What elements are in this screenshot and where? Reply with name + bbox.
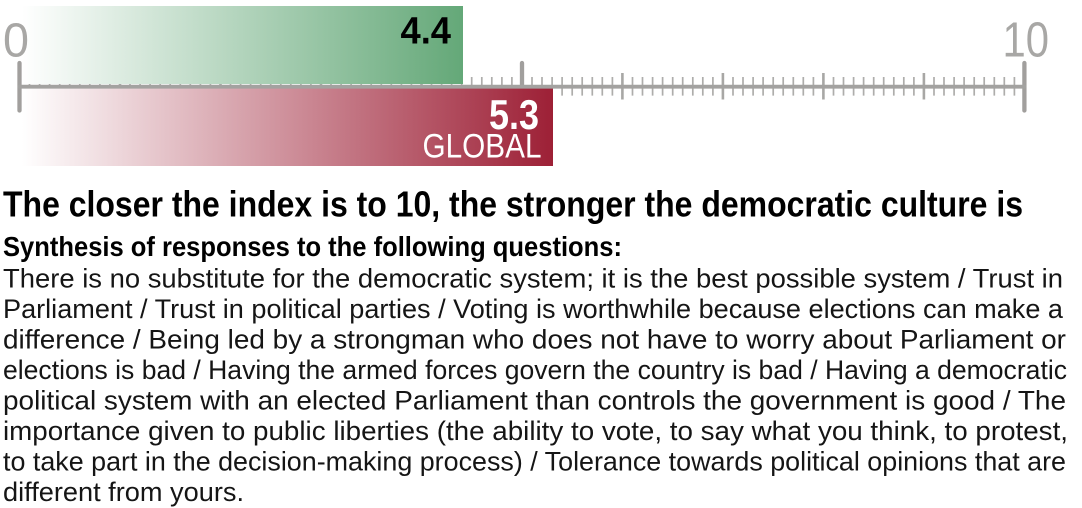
svg-text:0: 0 [3,14,29,68]
svg-text:to take part in the decision-m: to take part in the decision-making proc… [3,447,1066,477]
svg-text:different from yours.: different from yours. [3,477,244,507]
svg-text:The closer the index is to 10,: The closer the index is to 10, the stron… [3,185,1023,225]
svg-text:10: 10 [1003,14,1050,68]
svg-text:difference / Being led by a st: difference / Being led by a strongman wh… [3,325,1066,355]
svg-text:4.4: 4.4 [401,10,452,52]
svg-text:There is no substitute for the: There is no substitute for the democrati… [3,264,1063,294]
svg-text:Synthesis of responses to the: Synthesis of responses to the following … [3,231,622,262]
svg-text:political system with an elect: political system with an elected Parliam… [3,386,1066,416]
svg-text:GLOBAL: GLOBAL [423,128,542,166]
svg-text:elections is bad / Having the: elections is bad / Having the armed forc… [3,355,1067,385]
svg-text:Parliament / Trust in politica: Parliament / Trust in political parties … [3,294,1063,324]
svg-text:5.3: 5.3 [489,91,539,138]
svg-text:importance given to public lib: importance given to public liberties (th… [3,416,1068,446]
